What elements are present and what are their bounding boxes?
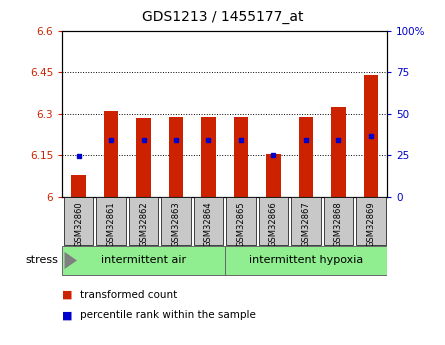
Text: GSM32868: GSM32868 (334, 201, 343, 247)
FancyBboxPatch shape (162, 197, 190, 245)
Text: percentile rank within the sample: percentile rank within the sample (80, 310, 256, 321)
FancyBboxPatch shape (356, 197, 385, 245)
Text: GSM32863: GSM32863 (171, 201, 181, 247)
Text: ■: ■ (62, 290, 73, 300)
Bar (169, 117, 183, 197)
FancyBboxPatch shape (62, 246, 225, 275)
Text: GSM32866: GSM32866 (269, 201, 278, 247)
Bar (234, 117, 248, 197)
FancyBboxPatch shape (227, 197, 255, 245)
Text: GSM32869: GSM32869 (366, 201, 376, 247)
FancyBboxPatch shape (291, 197, 320, 245)
Bar (364, 75, 378, 197)
Text: GSM32862: GSM32862 (139, 201, 148, 247)
Bar (201, 117, 216, 197)
FancyBboxPatch shape (194, 197, 223, 245)
Bar (299, 117, 313, 197)
Text: stress: stress (25, 256, 58, 265)
FancyBboxPatch shape (324, 197, 353, 245)
FancyBboxPatch shape (225, 246, 387, 275)
FancyBboxPatch shape (64, 197, 93, 245)
Bar (331, 107, 346, 197)
Bar (266, 154, 281, 197)
FancyBboxPatch shape (97, 197, 125, 245)
Text: GSM32864: GSM32864 (204, 201, 213, 247)
Text: intermittent hypoxia: intermittent hypoxia (249, 256, 363, 265)
Text: ■: ■ (62, 310, 73, 321)
FancyBboxPatch shape (259, 197, 288, 245)
Bar (71, 175, 86, 197)
Text: transformed count: transformed count (80, 290, 178, 300)
Text: GSM32865: GSM32865 (236, 201, 246, 247)
Text: GDS1213 / 1455177_at: GDS1213 / 1455177_at (142, 10, 303, 24)
Text: GSM32867: GSM32867 (301, 201, 311, 247)
Bar (136, 118, 151, 197)
Text: GSM32860: GSM32860 (74, 201, 83, 247)
Text: intermittent air: intermittent air (101, 256, 186, 265)
FancyBboxPatch shape (129, 197, 158, 245)
Text: GSM32861: GSM32861 (106, 201, 116, 247)
Bar (104, 111, 118, 197)
